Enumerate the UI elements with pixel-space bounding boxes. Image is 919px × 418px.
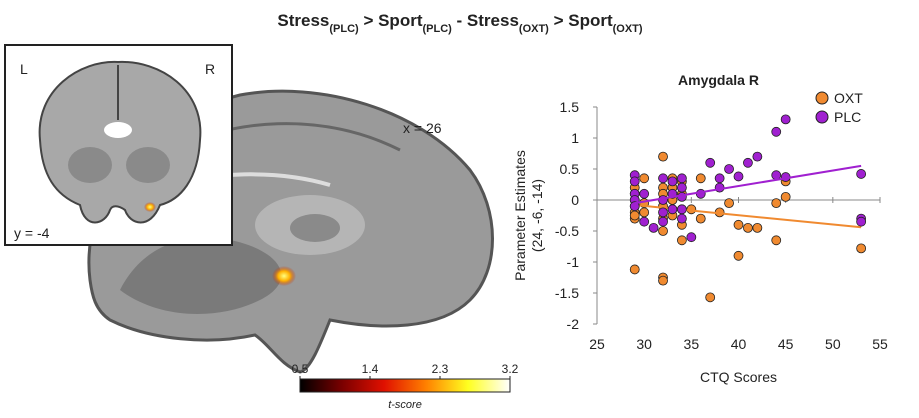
data-point — [659, 196, 668, 205]
figure-title: Stress(PLC) > Sport(PLC) - Stress(OXT) >… — [277, 11, 642, 35]
colorbar-tick-label: 2.3 — [432, 362, 449, 376]
y-tick-label: -0.5 — [555, 223, 579, 239]
data-point — [640, 208, 649, 217]
x-tick-label: 35 — [684, 336, 700, 352]
colorbar-tick-label: 1.4 — [362, 362, 379, 376]
data-point — [715, 174, 724, 183]
chart-title: Amygdala R — [678, 72, 759, 88]
data-point — [857, 244, 866, 253]
data-point — [668, 177, 677, 186]
x-tick-label: 45 — [778, 336, 794, 352]
coronal-brain — [5, 45, 232, 245]
data-point — [677, 205, 686, 214]
title-text: > Sport — [359, 11, 423, 30]
legend-marker — [816, 111, 828, 123]
data-point — [706, 293, 715, 302]
data-point — [696, 174, 705, 183]
data-point — [857, 169, 866, 178]
data-point — [772, 236, 781, 245]
data-point — [677, 183, 686, 192]
x-tick-label: 50 — [825, 336, 841, 352]
slice-label: y = -4 — [14, 225, 50, 241]
title-text: > Sport — [549, 11, 613, 30]
data-point — [734, 220, 743, 229]
title-subscript: (PLC) — [422, 23, 452, 35]
data-point — [696, 214, 705, 223]
data-point — [734, 251, 743, 260]
data-point — [630, 211, 639, 220]
data-point — [677, 214, 686, 223]
data-point — [725, 165, 734, 174]
data-point — [781, 192, 790, 201]
data-point — [659, 152, 668, 161]
x-tick-label: 40 — [731, 336, 747, 352]
data-point — [640, 217, 649, 226]
data-point — [668, 205, 677, 214]
data-point — [630, 177, 639, 186]
data-point — [753, 223, 762, 232]
data-point — [715, 183, 724, 192]
hemisphere-label: L — [20, 61, 28, 77]
title-subscript: (OXT) — [519, 23, 549, 35]
data-point — [753, 152, 762, 161]
data-point — [659, 208, 668, 217]
slice-label: x = 26 — [403, 120, 442, 136]
title-subscript: (PLC) — [329, 23, 359, 35]
colorbar — [300, 379, 510, 392]
y-axis-label: (24, -6, -14) — [529, 179, 545, 252]
x-tick-label: 55 — [872, 336, 888, 352]
data-point — [640, 189, 649, 198]
data-point — [706, 158, 715, 167]
data-point — [640, 174, 649, 183]
y-tick-label: 0.5 — [560, 161, 580, 177]
figure: Stress(PLC) > Sport(PLC) - Stress(OXT) >… — [0, 0, 919, 413]
x-tick-label: 30 — [636, 336, 652, 352]
y-tick-label: -1 — [567, 254, 580, 270]
data-point — [659, 174, 668, 183]
legend-marker — [816, 92, 828, 104]
data-point — [772, 127, 781, 136]
data-point — [659, 276, 668, 285]
colorbar-label: t-score — [388, 399, 422, 411]
title-text: Stress — [277, 11, 329, 30]
x-axis-label: CTQ Scores — [700, 369, 777, 385]
data-point — [649, 223, 658, 232]
data-point — [734, 172, 743, 181]
y-tick-label: -2 — [567, 316, 580, 332]
y-tick-label: 1 — [571, 130, 579, 146]
y-tick-label: 1.5 — [560, 99, 580, 115]
data-point — [677, 236, 686, 245]
data-point — [743, 158, 752, 167]
data-point — [659, 227, 668, 236]
data-point — [857, 217, 866, 226]
data-point — [687, 233, 696, 242]
data-point — [772, 199, 781, 208]
data-point — [725, 199, 734, 208]
title-text: - Stress — [452, 11, 519, 30]
title-subscript: (OXT) — [613, 23, 643, 35]
x-tick-label: 25 — [589, 336, 605, 352]
y-tick-label: 0 — [571, 192, 579, 208]
data-point — [630, 265, 639, 274]
data-point — [677, 174, 686, 183]
colorbar-tick-label: 0.5 — [292, 362, 309, 376]
data-point — [696, 189, 705, 198]
hemisphere-label: R — [205, 61, 215, 77]
y-axis-label: Parameter Estimates — [512, 150, 528, 281]
legend-label: OXT — [834, 90, 863, 106]
colorbar-tick-label: 3.2 — [502, 362, 519, 376]
data-point — [743, 223, 752, 232]
data-point — [659, 217, 668, 226]
data-point — [781, 115, 790, 124]
y-tick-label: -1.5 — [555, 285, 579, 301]
data-point — [677, 192, 686, 201]
legend-label: PLC — [834, 109, 861, 125]
